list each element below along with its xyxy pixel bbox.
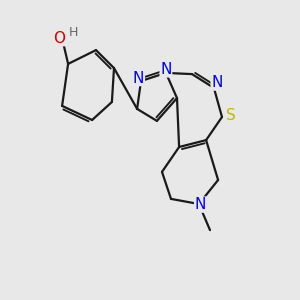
Text: S: S — [226, 108, 235, 123]
Text: O: O — [53, 31, 65, 46]
Text: N: N — [211, 75, 223, 90]
Text: N: N — [195, 197, 206, 212]
Text: N: N — [133, 70, 144, 86]
Text: N: N — [160, 62, 172, 77]
Text: H: H — [69, 26, 78, 39]
